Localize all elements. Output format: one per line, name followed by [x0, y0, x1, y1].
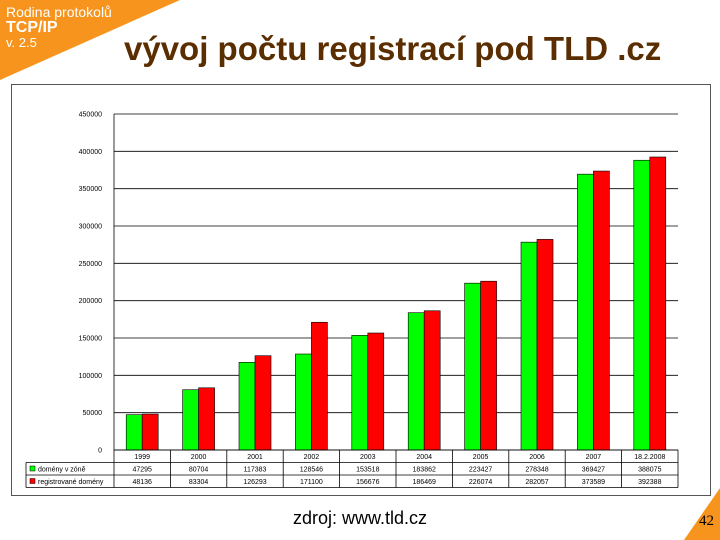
bar-registered — [593, 170, 610, 451]
y-tick-label: 50000 — [83, 410, 103, 417]
course-family: Rodina protokolů — [6, 4, 112, 20]
x-tick-label: 2005 — [473, 454, 489, 461]
x-tick-label: 2004 — [416, 454, 432, 461]
bar-zone — [464, 282, 481, 451]
legend-label: registrované domény — [38, 479, 104, 486]
x-tick-label: 2003 — [360, 454, 376, 461]
x-tick-label: 2007 — [586, 454, 602, 461]
data-label: 83304 — [189, 479, 209, 486]
x-tick-label: 2001 — [247, 454, 263, 461]
data-label: 80704 — [189, 467, 209, 474]
x-tick-label: 1999 — [134, 454, 150, 461]
bar-zone — [407, 312, 425, 451]
bar-zone — [351, 335, 369, 451]
data-label: 47295 — [132, 467, 152, 474]
data-label: 392388 — [638, 479, 661, 486]
data-label: 278348 — [525, 467, 548, 474]
data-label: 223427 — [469, 467, 492, 474]
data-label: 126293 — [243, 479, 266, 486]
course-name: TCP/IP — [6, 19, 58, 36]
x-tick-label: 2006 — [529, 454, 545, 461]
data-label: 186469 — [413, 479, 436, 486]
data-label: 226074 — [469, 479, 492, 486]
x-tick-label: 18.2.2008 — [634, 454, 665, 461]
legend-label: domény v zóně — [38, 467, 86, 474]
bar-zone — [520, 241, 538, 451]
data-label: 128546 — [300, 467, 323, 474]
data-label: 117383 — [244, 467, 267, 474]
bar-registered — [536, 239, 554, 451]
y-tick-label: 200000 — [79, 298, 102, 305]
bar-zone — [182, 389, 199, 451]
data-label: 369427 — [582, 467, 605, 474]
bar-registered — [423, 310, 441, 451]
bar-registered — [480, 280, 497, 451]
bar-zone — [577, 173, 594, 451]
data-label: 153518 — [356, 467, 379, 474]
bar-registered — [198, 387, 215, 451]
data-label: 171100 — [300, 479, 323, 486]
bar-registered — [254, 355, 272, 451]
y-tick-label: 250000 — [79, 261, 102, 268]
legend-swatch — [29, 465, 36, 472]
bar-chart: 0 50000 100000 150000 200000 250000 300000 3500… — [25, 112, 679, 488]
bar-registered — [649, 156, 667, 451]
corner-decoration-bottom — [684, 488, 720, 540]
y-tick-label: 300000 — [79, 224, 102, 231]
bar-zone — [295, 353, 312, 451]
legend-swatch — [29, 478, 36, 484]
data-label: 373589 — [582, 479, 605, 486]
y-tick-label: 450000 — [79, 112, 102, 119]
bar-registered — [367, 332, 385, 451]
data-label: 388075 — [638, 467, 661, 474]
bar-registered — [311, 321, 328, 451]
y-tick-label: 350000 — [79, 186, 102, 193]
bar-registered — [141, 413, 159, 451]
bar-zone — [238, 362, 256, 451]
data-label: 156676 — [356, 479, 379, 486]
data-label: 183862 — [413, 467, 436, 474]
chart-frame: 0 50000 100000 150000 200000 250000 300000 3500… — [11, 84, 711, 496]
course-version: v. 2.5 — [6, 35, 37, 50]
corner-decoration — [0, 0, 180, 80]
data-label: 48136 — [132, 479, 152, 486]
y-tick-label: 150000 — [79, 336, 102, 343]
bar-zone — [125, 414, 143, 451]
data-label: 282057 — [525, 479, 548, 486]
source-note: zdroj: www.tld.cz — [292, 508, 428, 528]
course-label: Rodina protokolů TCP/IP v. 2.5 — [6, 4, 112, 51]
x-tick-label: 2000 — [191, 454, 207, 461]
page-number: 42 — [699, 513, 714, 529]
x-tick-label: 2002 — [304, 454, 320, 461]
y-tick-label: 100000 — [79, 373, 102, 380]
y-tick-label: 400000 — [79, 149, 102, 156]
bar-zone — [633, 159, 651, 451]
slide-title: vývoj počtu registrací pod TLD .cz — [124, 30, 662, 67]
y-tick-label: 0 — [98, 448, 102, 455]
